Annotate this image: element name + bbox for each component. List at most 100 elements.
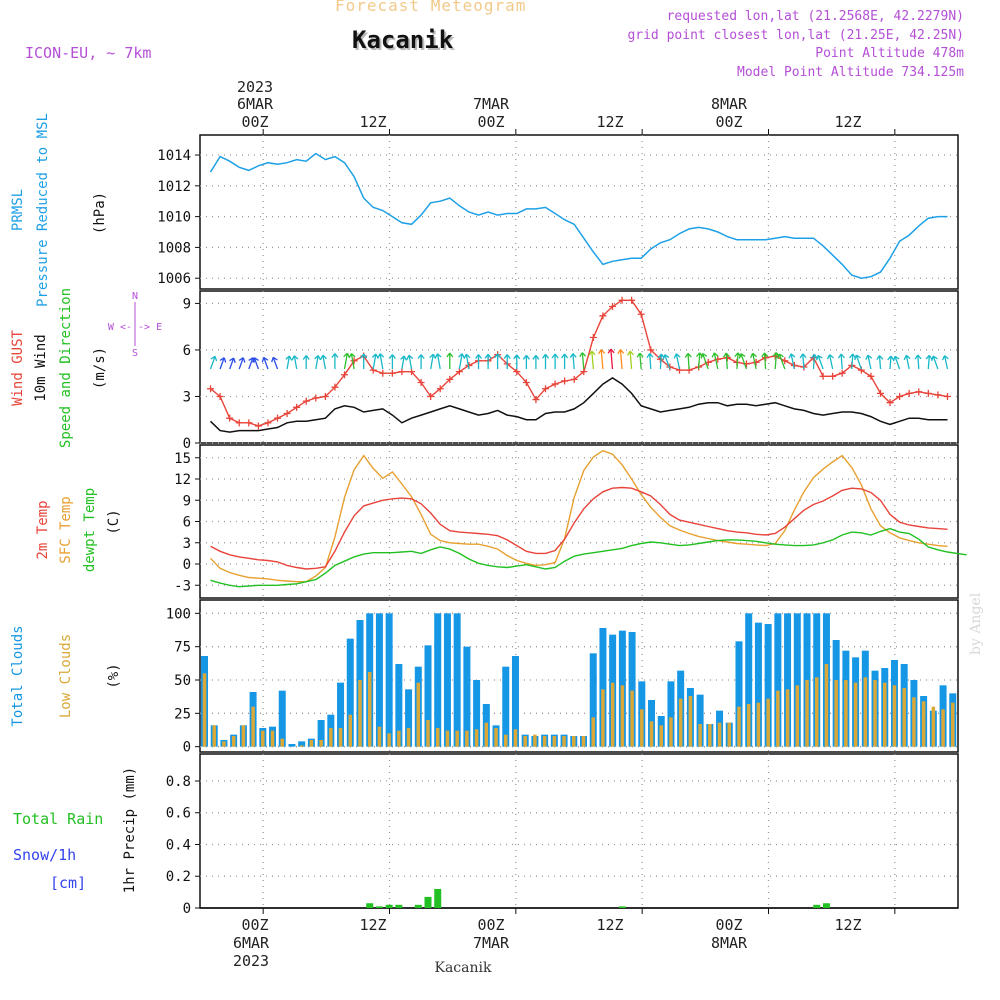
clouds-unit-label: (%) bbox=[106, 663, 122, 688]
low-clouds-bar bbox=[746, 704, 751, 747]
y-tick-label: 0.6 bbox=[166, 806, 191, 822]
total-clouds-bar bbox=[754, 622, 762, 747]
bottom-hour-label: 00Z bbox=[241, 916, 268, 934]
footer-station-label: Kacanik bbox=[435, 960, 492, 976]
wind-gust-label: Wind GUST bbox=[10, 330, 26, 406]
rain-bar bbox=[366, 903, 374, 908]
snow-label: Snow/1h bbox=[13, 846, 76, 864]
wind-gust-marker bbox=[398, 368, 406, 376]
wind-direction-arrow bbox=[494, 353, 502, 369]
wind-gust-marker bbox=[350, 357, 358, 365]
y-tick-label: 50 bbox=[174, 673, 191, 689]
rain-bar bbox=[434, 888, 442, 908]
total-clouds-bar bbox=[405, 689, 413, 747]
wind-direction-arrow bbox=[579, 352, 587, 370]
wind-gust-marker bbox=[838, 369, 846, 377]
low-clouds-bar bbox=[523, 736, 527, 747]
total-clouds-bar bbox=[337, 682, 345, 747]
low-clouds-bar bbox=[951, 702, 955, 747]
wind-direction-arrow bbox=[261, 356, 269, 370]
low-clouds-bar bbox=[659, 725, 663, 747]
wind-direction-arrow bbox=[854, 354, 862, 370]
y-tick-label: 1010 bbox=[157, 210, 191, 226]
wind-direction-arrow bbox=[532, 354, 540, 369]
temp-unit-label: (C) bbox=[106, 509, 122, 534]
bottom-hour-label: 12Z bbox=[596, 916, 623, 934]
wind-gust-marker bbox=[254, 422, 262, 430]
y-tick-label: 0 bbox=[183, 436, 191, 452]
wind-gust-marker bbox=[274, 414, 282, 422]
pressure-label-prmsl: PRMSL bbox=[10, 189, 26, 231]
wind-direction-arrow bbox=[434, 353, 442, 370]
wind-direction-arrow bbox=[837, 353, 845, 370]
wind-gust-marker bbox=[570, 375, 578, 383]
total-clouds-bar bbox=[793, 613, 801, 747]
wind-direction-arrow bbox=[865, 354, 873, 370]
low-clouds-bar bbox=[708, 724, 712, 747]
sfc-temp-line bbox=[209, 449, 948, 583]
y-tick-label: 3 bbox=[183, 536, 191, 552]
wind-direction-arrow bbox=[320, 354, 327, 370]
panel-frame bbox=[199, 134, 959, 290]
temp-2m-label: 2m Temp bbox=[35, 500, 51, 559]
pressure-unit-label: (hPa) bbox=[92, 192, 108, 234]
temp-dewpt-label: dewpt Temp bbox=[82, 488, 98, 572]
wind-gust-marker bbox=[647, 346, 655, 354]
total-clouds-bar bbox=[511, 656, 519, 747]
wind-direction-arrow bbox=[772, 352, 780, 370]
total-clouds-bar bbox=[298, 741, 306, 747]
wind-direction-arrow bbox=[598, 349, 605, 370]
low-clouds-bar bbox=[552, 736, 557, 747]
wind-direction-arrow bbox=[229, 357, 236, 370]
y-tick-label: 0.4 bbox=[166, 837, 191, 853]
low-clouds-bar bbox=[397, 730, 401, 747]
low-clouds-bar bbox=[688, 696, 693, 747]
low-clouds-bar bbox=[484, 722, 489, 747]
low-clouds-bar bbox=[630, 690, 634, 747]
rain-bar bbox=[385, 904, 393, 908]
wind-direction-arrow bbox=[429, 353, 437, 370]
low-clouds-bar bbox=[338, 728, 343, 747]
wind-gust-marker bbox=[293, 403, 301, 411]
wind-direction-arrow bbox=[271, 356, 279, 370]
low-clouds-bar bbox=[222, 741, 226, 747]
bottom-time-axis: 00Z 12Z 00Z 12Z 00Z 12Z 6MAR 7MAR 8MAR 2… bbox=[233, 916, 862, 976]
low-clouds-bar bbox=[756, 702, 761, 747]
y-tick-label: 1006 bbox=[157, 271, 191, 287]
wind-direction-arrow bbox=[799, 353, 807, 370]
wind-gust-marker bbox=[427, 392, 435, 400]
wind-gust-marker bbox=[436, 385, 444, 393]
top-hour-label: 12Z bbox=[834, 113, 861, 131]
wind-direction-arrow bbox=[931, 355, 939, 370]
total-clouds-bar bbox=[599, 628, 607, 747]
low-clouds-bar bbox=[504, 734, 508, 747]
bottom-hour-label: 12Z bbox=[359, 916, 386, 934]
wind-10m-label: 10m Wind bbox=[33, 334, 49, 401]
total-clouds-bar bbox=[453, 613, 461, 747]
wind-gust-marker bbox=[599, 312, 607, 320]
wind-gust-marker bbox=[551, 380, 559, 388]
total-clouds-bar bbox=[696, 694, 704, 747]
y-tick-label: 1014 bbox=[157, 148, 191, 164]
wind-gust-marker bbox=[408, 368, 416, 376]
total-clouds-bar bbox=[745, 613, 753, 747]
wind-direction-arrow bbox=[662, 354, 671, 370]
total-rain-label: Total Rain bbox=[13, 810, 103, 828]
wind-gust-marker bbox=[341, 371, 349, 379]
total-clouds-bar bbox=[288, 744, 296, 747]
y-tick-label: 6 bbox=[183, 515, 191, 531]
total-clouds-bar bbox=[317, 720, 325, 747]
wind-gust-marker bbox=[235, 419, 243, 427]
wind-gust-marker bbox=[283, 410, 291, 418]
wind-direction-arrow bbox=[887, 355, 895, 370]
low-clouds-bar bbox=[348, 714, 353, 747]
wind-direction-arrow bbox=[684, 352, 692, 370]
wind-direction-arrow bbox=[285, 355, 293, 370]
wind-direction-arrow bbox=[815, 354, 824, 370]
wind-direction-arrow bbox=[569, 353, 577, 370]
clouds-side-labels: Total Clouds Low Clouds (%) bbox=[10, 625, 122, 726]
wind-gust-marker bbox=[216, 392, 224, 400]
wind-direction-arrow bbox=[903, 354, 911, 370]
wind-direction-arrow bbox=[750, 352, 757, 370]
wind-direction-arrow bbox=[673, 353, 681, 370]
